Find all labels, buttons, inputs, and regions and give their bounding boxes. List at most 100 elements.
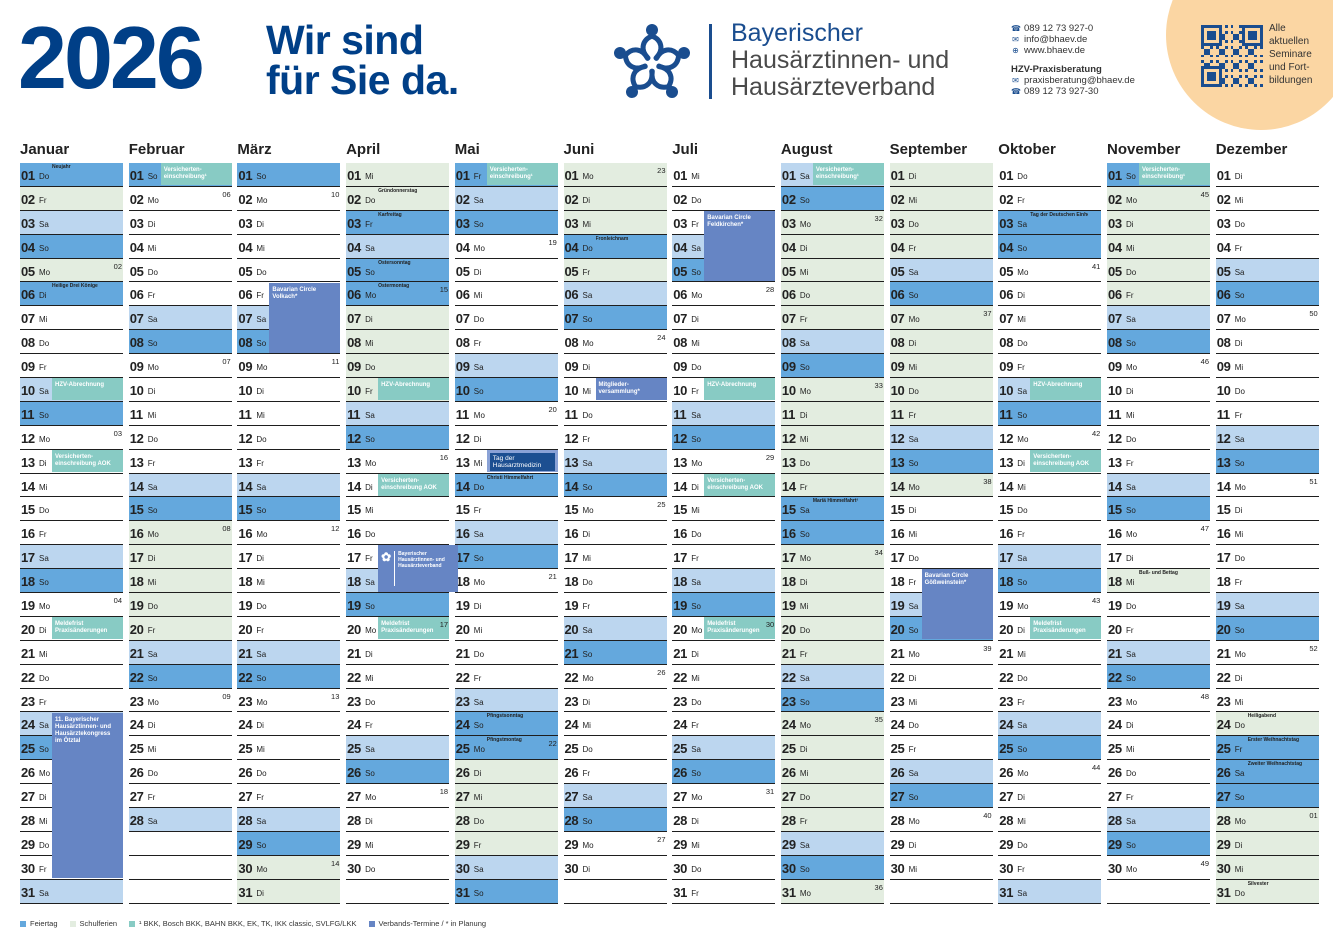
day-cell[interactable]: 24 Fr: [346, 712, 450, 737]
day-cell[interactable]: 29 Mo 27: [563, 832, 667, 856]
day-cell[interactable]: 19 Sa: [1215, 593, 1319, 617]
day-cell[interactable]: 10 Di: [1107, 378, 1210, 402]
day-cell[interactable]: 21 Sa: [1107, 640, 1210, 665]
day-cell[interactable]: 13 So: [889, 449, 993, 474]
day-cell[interactable]: 25 Sa: [672, 736, 776, 761]
calendar-event[interactable]: Versicherten-einschreibung AOK: [1030, 449, 1102, 473]
day-cell[interactable]: 11 Mi: [1107, 402, 1210, 426]
day-cell[interactable]: 08 So: [128, 330, 232, 355]
day-cell[interactable]: 11 Mi: [128, 402, 232, 426]
day-cell[interactable]: 22 Mi: [672, 665, 776, 689]
calendar-event[interactable]: Versicherten-einschreibung¹: [160, 163, 232, 186]
day-cell[interactable]: 01 Mi: [346, 163, 450, 187]
day-cell[interactable]: 17 Fr: [672, 545, 776, 570]
day-cell[interactable]: 16 Fr: [20, 521, 123, 546]
day-cell[interactable]: 15 Fr: [454, 497, 558, 522]
calendar-event[interactable]: Versicherten-einschreibung¹: [486, 163, 558, 186]
day-cell[interactable]: 11 Fr: [889, 401, 993, 426]
day-cell[interactable]: 26 So: [672, 760, 776, 785]
day-cell[interactable]: 26 Do: [1107, 760, 1210, 785]
day-cell[interactable]: 12 Sa: [1215, 425, 1319, 450]
day-cell[interactable]: 15 Mi: [346, 497, 450, 522]
day-cell[interactable]: 31 Mo 36: [780, 879, 884, 904]
day-cell[interactable]: 15 Sa Mariä Himmelfahrt²: [780, 497, 884, 522]
day-cell[interactable]: 20 Mo 30: [672, 617, 776, 641]
day-cell[interactable]: 01 Mo 23: [563, 163, 667, 187]
day-cell[interactable]: 27 Do: [780, 784, 884, 809]
day-cell[interactable]: 11 So: [20, 401, 123, 426]
day-cell[interactable]: 29 So: [237, 831, 341, 856]
day-cell[interactable]: 21 Sa: [237, 640, 341, 665]
day-cell[interactable]: 14 Mi: [998, 474, 1102, 498]
day-cell[interactable]: 25 Mi: [128, 736, 232, 761]
day-cell[interactable]: 18 Fr: [1215, 569, 1319, 594]
day-cell[interactable]: 02 Fr: [998, 187, 1102, 211]
qr-code[interactable]: [1201, 25, 1263, 87]
day-cell[interactable]: 10 Mo 33: [780, 378, 884, 402]
day-cell[interactable]: 30 Fr: [998, 856, 1102, 880]
day-cell[interactable]: 27 Mo 31: [672, 784, 776, 809]
day-cell[interactable]: 11 Di: [780, 401, 884, 426]
day-cell[interactable]: 22 Fr: [454, 665, 558, 689]
day-cell[interactable]: 14 Fr: [780, 473, 884, 498]
day-cell[interactable]: 02 Mo 10: [237, 187, 341, 211]
day-cell[interactable]: 11 So: [998, 401, 1102, 426]
day-cell[interactable]: 10 So: [454, 378, 558, 402]
day-cell[interactable]: 17 Di: [128, 545, 232, 570]
day-cell[interactable]: 30 Do: [672, 856, 776, 880]
day-cell[interactable]: 05 Sa: [1215, 258, 1319, 283]
day-cell[interactable]: 05 Do: [237, 259, 341, 283]
day-cell[interactable]: 28 Di: [346, 808, 450, 832]
day-cell[interactable]: 26 Di: [454, 760, 558, 785]
day-cell[interactable]: 17 Mi: [563, 545, 667, 570]
day-cell[interactable]: 28 Sa: [1107, 808, 1210, 832]
day-cell[interactable]: 16 So: [780, 521, 884, 546]
day-cell[interactable]: 30 Do: [346, 856, 450, 880]
calendar-event[interactable]: Versicherten-einschreibung AOK: [378, 473, 450, 496]
day-cell[interactable]: 16 Do: [346, 521, 450, 546]
day-cell[interactable]: 17 Mo 34: [780, 545, 884, 570]
day-cell[interactable]: 20 Mi: [454, 617, 558, 641]
day-cell[interactable]: 01 So: [237, 163, 341, 187]
day-cell[interactable]: 15 So: [128, 497, 232, 522]
day-cell[interactable]: 01 Di: [889, 163, 993, 187]
day-cell[interactable]: 21 Mo 39: [889, 641, 993, 665]
day-cell[interactable]: 03 Mi: [563, 210, 667, 235]
day-cell[interactable]: 16 Mi: [889, 521, 993, 546]
day-cell[interactable]: 04 Fr: [1215, 235, 1319, 259]
day-cell[interactable]: 03 Fr Karfreitag: [346, 210, 450, 235]
day-cell[interactable]: 23 Mi: [1215, 689, 1319, 713]
day-cell[interactable]: 03 Sa: [20, 210, 123, 235]
day-cell[interactable]: 26 Sa: [889, 760, 993, 785]
day-cell[interactable]: 21 So: [563, 640, 667, 665]
day-cell[interactable]: 07 Do: [454, 306, 558, 331]
day-cell[interactable]: 23 Mo 48: [1107, 689, 1210, 713]
day-cell[interactable]: 21 Fr: [780, 640, 884, 665]
day-cell[interactable]: 23 Fr: [998, 689, 1102, 713]
day-cell[interactable]: 12 Fr: [563, 426, 667, 450]
day-cell[interactable]: 18 Mi: [128, 569, 232, 594]
day-cell[interactable]: 29 Di: [889, 832, 993, 856]
day-cell[interactable]: 02 Mo 45: [1107, 186, 1210, 211]
day-cell[interactable]: 25 Mi: [1107, 736, 1210, 761]
calendar-event[interactable]: Versicherten-einschreibung AOK: [704, 473, 776, 496]
day-cell[interactable]: 19 So: [672, 593, 776, 617]
day-cell[interactable]: 12 Di: [454, 426, 558, 450]
day-cell[interactable]: 06 Mo 28: [672, 282, 776, 307]
day-cell[interactable]: 08 Mi: [346, 330, 450, 355]
day-cell[interactable]: 06 Sa: [563, 282, 667, 307]
day-cell[interactable]: 19 Fr: [563, 593, 667, 617]
day-cell[interactable]: 28 So: [563, 808, 667, 832]
day-cell[interactable]: 18 Mi Buß- und Bettag: [1107, 569, 1210, 594]
calendar-event[interactable]: Versicherten-einschreibung¹: [812, 163, 884, 186]
day-cell[interactable]: 13 Mi: [454, 450, 558, 474]
day-cell[interactable]: 26 Mo 44: [998, 760, 1102, 785]
day-cell[interactable]: 04 Di: [780, 234, 884, 259]
day-cell[interactable]: 21 Mi: [998, 641, 1102, 665]
day-cell[interactable]: 29 Di: [1215, 831, 1319, 856]
day-cell[interactable]: 30 Mi: [1215, 855, 1319, 880]
calendar-event[interactable]: HZV-Abrechnung: [1030, 378, 1102, 401]
day-cell[interactable]: 16 Sa: [454, 521, 558, 546]
day-cell[interactable]: 30 Mo 14: [237, 855, 341, 880]
day-cell[interactable]: 05 So Ostersonntag: [346, 258, 450, 283]
